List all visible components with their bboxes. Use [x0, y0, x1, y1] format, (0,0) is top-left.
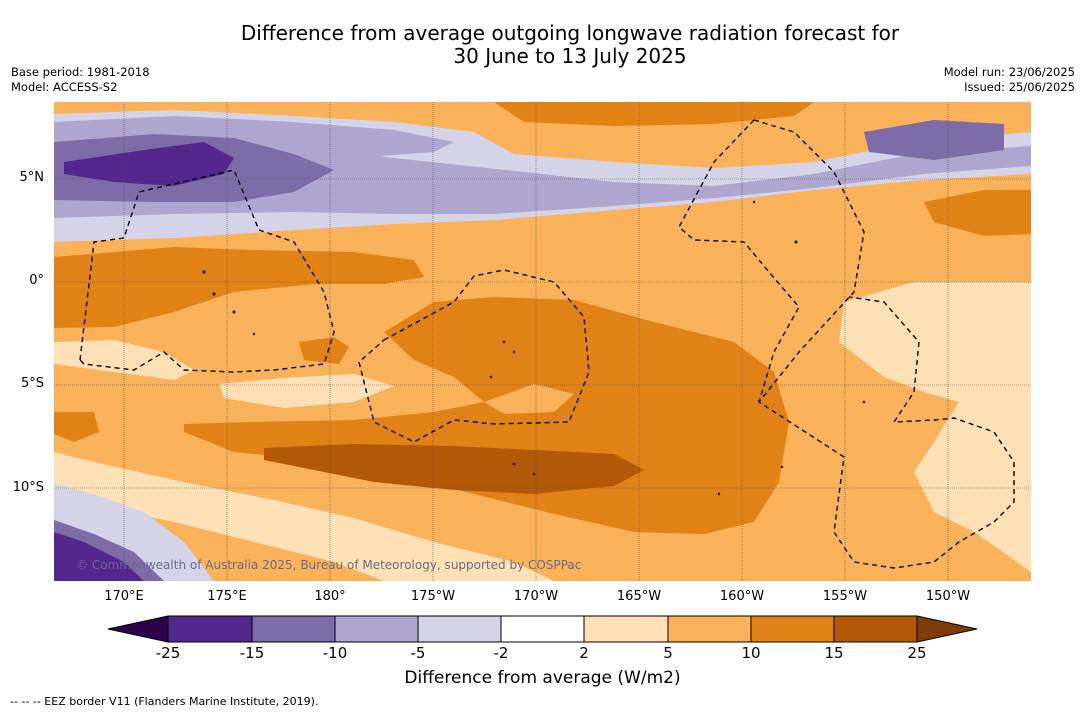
map-title: Difference from average outgoing longwav… [0, 22, 1085, 68]
map-canvas [54, 102, 1031, 581]
lon-label-180: 180° [314, 589, 346, 604]
colorbar-tick-1: -25 [155, 644, 181, 662]
copyright-notice: © Commonwealth of Australia 2025, Bureau… [76, 558, 582, 572]
lon-label-175w: 175°W [410, 589, 456, 604]
colorbar-tick-8: 10 [741, 644, 761, 662]
eez-borders [79, 119, 1015, 569]
anomaly-map [54, 102, 1031, 581]
colorbar-tick-2: -15 [239, 644, 265, 662]
title-line-2: 30 June to 13 July 2025 [453, 44, 687, 68]
colorbar-bin-2 [252, 616, 335, 642]
colorbar-bin-3 [335, 616, 418, 642]
model-name: Model: ACCESS-S2 [11, 80, 118, 94]
field-orange-spot [299, 337, 349, 364]
model-run: Model run: 23/06/2025 [943, 65, 1075, 79]
colorbar-under [107, 615, 169, 643]
colorbar-bin-6 [584, 616, 668, 642]
colorbar-tick-5: -2 [493, 644, 509, 662]
meta-right: Model run: 23/06/2025 Issued: 25/06/2025 [944, 65, 1075, 95]
lon-label-155w: 155°W [822, 589, 868, 604]
lon-label-165w: 165°W [616, 589, 662, 604]
colorbar-tick-3: -10 [322, 644, 348, 662]
lon-label-160w: 160°W [719, 589, 765, 604]
meta-left: Base period: 1981-2018 Model: ACCESS-S2 [11, 65, 150, 95]
colorbar-bin-5 [501, 616, 584, 642]
lat-label-5s: 5°S [20, 376, 44, 391]
field-hole [484, 384, 574, 414]
field-dark-central [264, 444, 644, 494]
colorbar-bin-9 [834, 616, 917, 642]
colorbar-bin-1 [168, 616, 252, 642]
lon-label-170w: 170°W [513, 589, 559, 604]
lat-label-0: 0° [29, 273, 44, 288]
field-orange-north [494, 102, 814, 126]
field-orange-wedge [54, 412, 99, 442]
issued-date: Issued: 25/06/2025 [964, 80, 1075, 94]
colorbar-tick-6: 2 [579, 644, 589, 662]
graticule [54, 102, 1031, 581]
field-light-east [839, 282, 1031, 572]
colorbar-tick-10: 25 [907, 644, 927, 662]
lon-label-150w: 150°W [925, 589, 971, 604]
colorbar-bin-4 [418, 616, 501, 642]
colorbar-tick-9: 15 [824, 644, 844, 662]
islands [202, 200, 866, 496]
lat-label-10s: 10°S [12, 480, 44, 495]
colorbar-tick-4: -5 [410, 644, 426, 662]
base-period: Base period: 1981-2018 [11, 65, 150, 79]
colorbar-tick-7: 5 [663, 644, 673, 662]
lon-label-170e: 170°E [104, 589, 144, 604]
colorbar-bin-8 [751, 616, 834, 642]
colorbar-title: Difference from average (W/m2) [404, 668, 681, 688]
field-orange-west [54, 247, 424, 328]
colorbar [107, 615, 978, 643]
colorbar-over [916, 615, 978, 643]
eez-legend: -- -- -- EEZ border V11 (Flanders Marine… [10, 695, 319, 708]
field-deep-purple [64, 142, 234, 186]
title-line-1: Difference from average outgoing longwav… [240, 21, 900, 45]
field-orange-central [184, 297, 789, 534]
field-sw-deep [54, 532, 144, 581]
field-mid-purple-east [864, 120, 1004, 160]
lon-label-175e: 175°E [207, 589, 247, 604]
field-orange-east [924, 190, 1031, 236]
field-light-mid [219, 374, 394, 408]
colorbar-bin-7 [668, 616, 751, 642]
lat-label-5n: 5°N [19, 170, 45, 185]
